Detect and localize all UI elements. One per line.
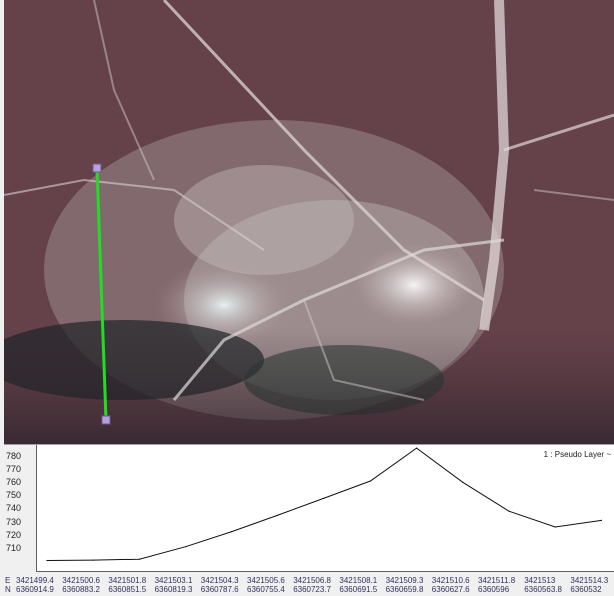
easting-value: 3421503.1	[154, 576, 193, 585]
y-tick-label: 710	[6, 542, 22, 553]
profile-plot: 1 : Pseudo Layer ~	[36, 445, 614, 572]
northing-value: 6360819.3	[154, 585, 193, 594]
elevation-point	[462, 481, 464, 483]
elevation-point	[323, 497, 325, 499]
easting-value: 3421509.3	[385, 576, 424, 585]
elevation-series-line	[46, 447, 602, 561]
layer-label[interactable]: 1 : Pseudo Layer ~	[543, 450, 611, 459]
easting-value: 3421500.6	[62, 576, 101, 585]
elevation-point	[185, 546, 187, 548]
y-tick-label: 770	[6, 464, 22, 475]
elevation-point	[369, 480, 371, 482]
elevation-point	[277, 514, 279, 516]
elevation-point	[600, 519, 603, 521]
northing-value: 6360914.9	[16, 585, 54, 594]
easting-value: 3421501.8	[108, 576, 147, 585]
northing-value: 6360659.8	[385, 585, 424, 594]
northing-value: 6360883.2	[62, 585, 101, 594]
elevation-point	[416, 447, 418, 449]
easting-value: 3421511.8	[478, 576, 516, 585]
y-tick-label: 730	[6, 516, 22, 527]
elevation-point	[554, 526, 556, 528]
map-view[interactable]	[4, 0, 614, 444]
northing-value: 6360563.8	[524, 585, 563, 594]
aerial-image	[4, 0, 614, 444]
northing-value: 6360532	[570, 585, 602, 594]
easting-value: 3421506.8	[293, 576, 332, 585]
northing-value: 6360755.4	[247, 585, 285, 594]
profile-start-handle[interactable]	[92, 163, 102, 173]
elevation-point	[138, 558, 140, 560]
easting-value: 3421505.6	[247, 576, 285, 585]
northing-value: 6360787.6	[200, 585, 239, 594]
elevation-point	[46, 559, 48, 562]
y-tick-label: 720	[6, 529, 22, 540]
profile-chart	[46, 447, 603, 562]
y-tick-label: 780	[6, 451, 22, 461]
easting-value: 3421504.3	[200, 576, 239, 585]
easting-value: 3421514.3	[570, 576, 609, 585]
y-tick-label: 760	[6, 477, 22, 488]
profile-line[interactable]	[95, 167, 108, 421]
y-tick-label: 750	[6, 490, 22, 501]
easting-value: 3421508.1	[339, 576, 378, 585]
easting-prefix: E	[5, 576, 11, 585]
northing-value: 6360691.5	[339, 585, 378, 594]
elevation-point	[508, 510, 510, 512]
northing-value: 6360851.5	[108, 585, 147, 594]
northing-prefix: N	[5, 585, 11, 594]
northing-value: 6360723.7	[293, 585, 332, 594]
northing-value: 6360627.6	[431, 585, 470, 594]
easting-value: 3421510.6	[431, 576, 470, 585]
elevation-point	[231, 531, 233, 533]
profile-end-handle[interactable]	[101, 415, 111, 425]
easting-value: 3421499.4	[16, 576, 54, 585]
elevation-profile-panel: 780 770 760 750 740 730 720 710 1 : Pseudo Laye…	[4, 444, 614, 596]
easting-value: 3421513	[524, 576, 556, 585]
y-tick-label: 740	[6, 503, 22, 514]
northing-value: 6360596	[478, 585, 510, 594]
elevation-point	[92, 559, 94, 561]
